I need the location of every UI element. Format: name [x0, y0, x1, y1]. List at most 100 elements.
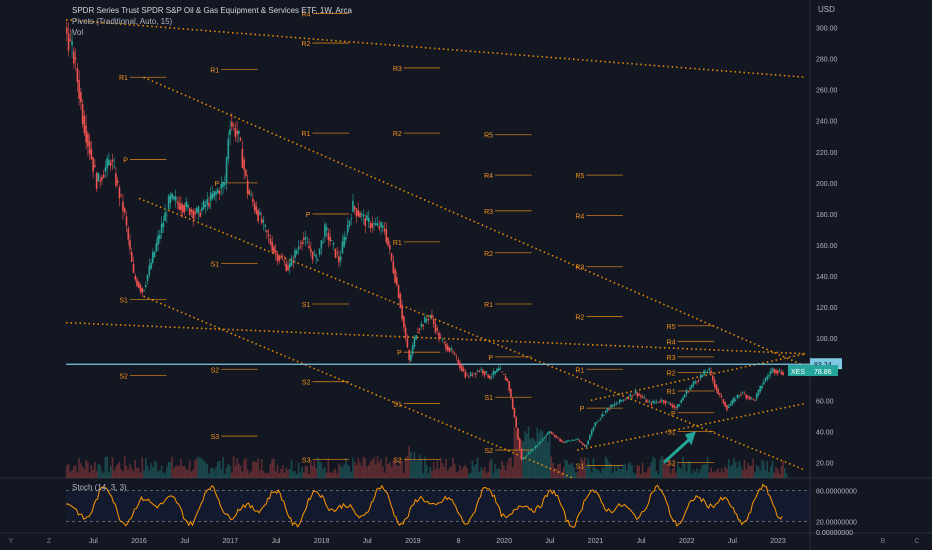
- candle-body: [266, 230, 268, 233]
- candle-body: [508, 381, 510, 391]
- pivots-legend[interactable]: Pivots (Traditional, Auto, 15): [72, 17, 173, 26]
- volume-bar: [424, 456, 426, 478]
- pivot-label: P: [580, 406, 585, 413]
- candle-body: [608, 408, 611, 410]
- volume-bar: [381, 466, 384, 478]
- volume-bar: [95, 471, 98, 478]
- candle-body: [253, 202, 256, 211]
- pivot-label: P: [397, 350, 402, 357]
- volume-bar: [460, 469, 463, 478]
- candle-body: [694, 381, 697, 384]
- volume-bar: [376, 456, 379, 478]
- pivot-label: R1: [667, 389, 676, 396]
- c-button[interactable]: C: [914, 538, 920, 545]
- volume-bar: [569, 464, 572, 478]
- volume-bar: [208, 473, 210, 478]
- volume-bar: [650, 461, 653, 478]
- candle-body: [655, 401, 658, 403]
- volume-bar: [299, 472, 302, 478]
- candle-body: [576, 439, 579, 440]
- volume-bar: [220, 469, 223, 478]
- trendline: [143, 295, 573, 479]
- candle-body: [332, 243, 335, 245]
- volume-bar: [640, 473, 642, 478]
- candle-body: [273, 246, 275, 253]
- candle-body: [724, 402, 726, 407]
- volume-bar: [222, 456, 224, 478]
- candle-body: [274, 250, 277, 254]
- candle-body: [701, 374, 704, 377]
- candle-body: [552, 433, 554, 435]
- zoom-button[interactable]: Z: [46, 538, 52, 545]
- volume-bar: [752, 458, 755, 478]
- volume-bar: [238, 463, 240, 478]
- b-button[interactable]: B: [880, 538, 886, 545]
- candle-body: [669, 403, 672, 406]
- candle-body: [468, 376, 470, 378]
- volume-bar: [726, 468, 728, 478]
- candle-body: [759, 385, 762, 392]
- candle-body: [85, 125, 87, 143]
- candle-body: [104, 167, 107, 172]
- x-tick-label: Jul: [180, 538, 189, 545]
- volume-bar: [239, 465, 242, 478]
- candle-body: [246, 180, 249, 194]
- candle-body: [334, 248, 337, 258]
- timeframe-y-button[interactable]: Y: [8, 538, 14, 545]
- candle-body: [766, 376, 769, 379]
- volume-bar: [297, 462, 300, 478]
- volume-bar: [531, 437, 533, 478]
- volume-bar: [102, 473, 105, 478]
- volume-bar: [315, 467, 317, 478]
- pivot-label: S1: [119, 297, 128, 304]
- volume-bar: [740, 465, 742, 478]
- candle-body: [352, 200, 354, 212]
- candle-body: [427, 318, 430, 320]
- volume-bar: [429, 466, 431, 478]
- candle-body: [434, 323, 437, 333]
- volume-bar: [401, 461, 403, 478]
- stoch-legend[interactable]: Stoch (14, 3, 3): [72, 483, 127, 492]
- candle-body: [288, 263, 291, 268]
- candle-body: [708, 368, 711, 371]
- volume-bar: [518, 442, 521, 478]
- candle-body: [67, 33, 70, 51]
- volume-bar: [617, 465, 619, 478]
- candle-body: [713, 380, 716, 387]
- volume-bar: [754, 472, 756, 478]
- candle-body: [754, 399, 756, 401]
- candle-body: [120, 194, 123, 196]
- pivot-label: P: [123, 158, 128, 165]
- volume-bar: [225, 467, 228, 478]
- candle-body: [675, 406, 677, 408]
- candle-body: [568, 440, 570, 442]
- candle-body: [231, 121, 233, 127]
- candle-body: [569, 440, 572, 442]
- volume-bar: [78, 458, 80, 478]
- candle-body: [561, 440, 563, 442]
- candle-body: [536, 444, 539, 447]
- volume-bar: [780, 465, 783, 478]
- y-tick-label: 140.00: [816, 274, 838, 281]
- candle-body: [548, 431, 551, 433]
- volume-bar: [715, 471, 718, 478]
- candle-body: [596, 422, 598, 424]
- volume-bar: [413, 451, 416, 478]
- volume-bar: [469, 472, 472, 478]
- candle-body: [295, 250, 298, 254]
- candle-body: [673, 405, 676, 408]
- candle-body: [218, 190, 221, 195]
- volume-bar: [671, 468, 674, 478]
- volume-bar: [769, 465, 772, 478]
- volume-legend[interactable]: Vol: [72, 28, 84, 37]
- volume-bar: [132, 471, 135, 478]
- volume-bar: [336, 473, 338, 478]
- candle-body: [264, 224, 266, 227]
- volume-bar: [308, 473, 310, 478]
- candle-body: [122, 201, 124, 212]
- candle-body: [209, 192, 212, 201]
- trendline: [577, 402, 806, 451]
- volume-bar: [253, 461, 256, 478]
